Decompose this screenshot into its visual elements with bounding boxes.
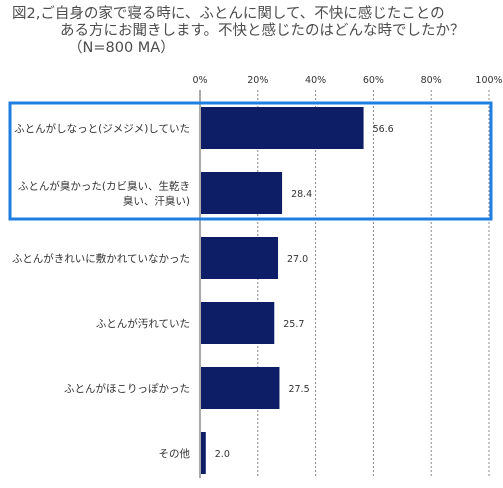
- category-label: ふとんがしなっと(ジメジメ)していた: [14, 122, 190, 135]
- category-label: ふとんがほこりっぽかった: [64, 382, 190, 395]
- label-layer: 0% 20% 40% 60% 80% 100% 56.6 ふとんがしなっと(ジメジメ)していた…: [12, 75, 503, 460]
- data-label: 27.0: [287, 254, 308, 265]
- x-tick-label: 60%: [363, 75, 384, 86]
- x-tick-label: 100%: [475, 75, 502, 86]
- bar: [201, 172, 283, 214]
- data-label: 28.4: [291, 189, 312, 200]
- data-label: 27.5: [288, 384, 309, 395]
- x-tick-label: 40%: [305, 75, 326, 86]
- x-tick-label: 80%: [421, 75, 442, 86]
- data-label: 2.0: [215, 449, 230, 460]
- bar: [201, 107, 364, 149]
- grid-layer: [199, 90, 490, 478]
- data-label: 25.7: [283, 319, 304, 330]
- category-label: ふとんがきれいに敷かれていなかった: [12, 252, 190, 265]
- x-tick-label: 20%: [247, 75, 268, 86]
- chart-title: 図2,ご自身の家で寝る時に、ふとんに関して、不快に感じたことの ある方にお聞きし…: [12, 6, 500, 57]
- x-tick-label: 0%: [192, 75, 207, 86]
- chart-title-line: 図2,ご自身の家で寝る時に、ふとんに関して、不快に感じたことの: [12, 6, 445, 22]
- category-label: ふとんが臭かった(カビ臭い、生乾き: [18, 180, 190, 193]
- bar: [201, 237, 279, 279]
- bar: [201, 367, 280, 409]
- data-label: 56.6: [373, 124, 394, 135]
- highlight-box: [8, 101, 493, 221]
- bar-layer: [201, 107, 364, 474]
- bar: [201, 302, 275, 344]
- highlight-layer: [8, 101, 493, 221]
- bar: [201, 432, 206, 474]
- category-label: 臭い、汗臭い): [123, 195, 190, 208]
- chart-title-line: （N=800 MA）: [68, 40, 175, 56]
- chart-title-line: ある方にお聞きします。不快と感じたのはどんな時でしたか？: [60, 23, 465, 39]
- category-label: その他: [159, 447, 191, 460]
- category-label: ふとんが汚れていた: [96, 317, 190, 330]
